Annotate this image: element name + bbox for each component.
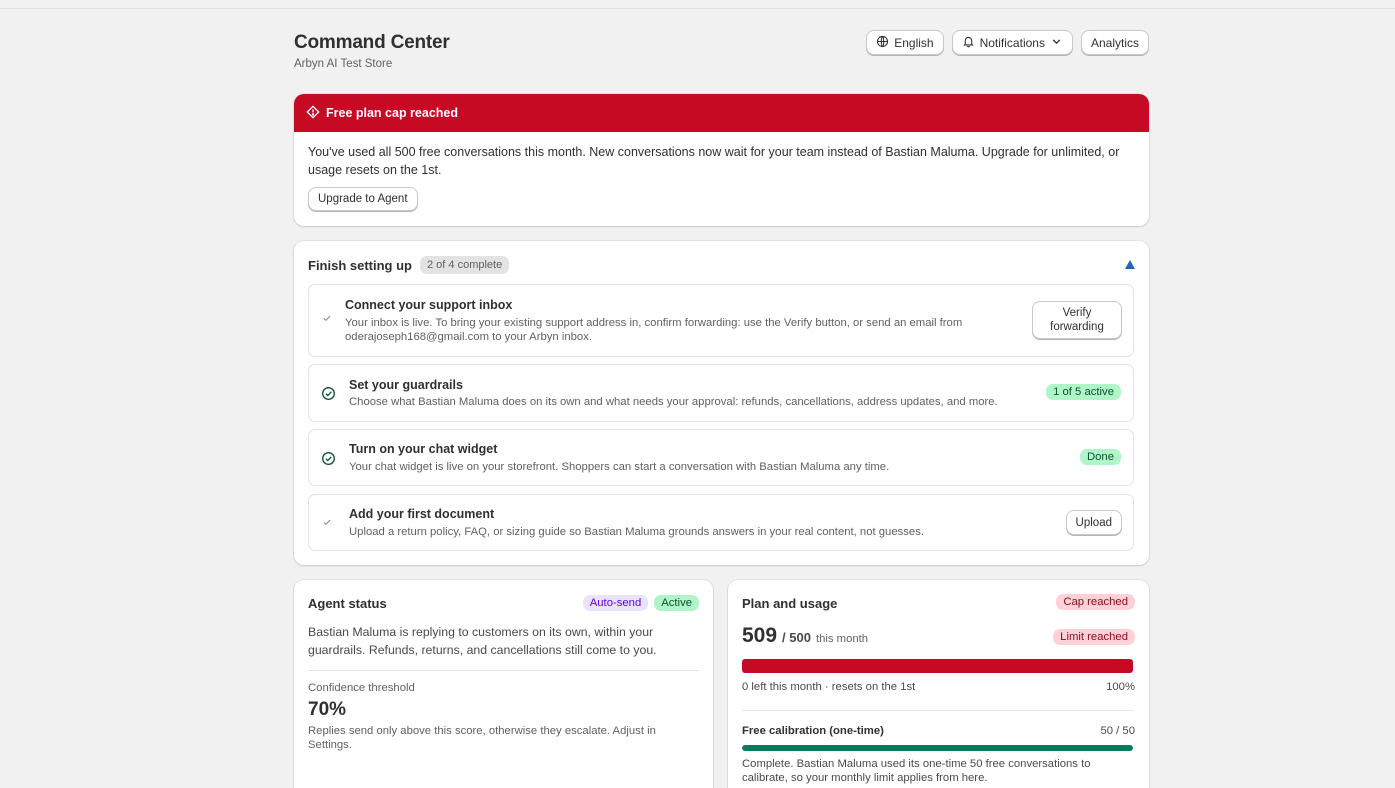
globe-icon <box>876 35 889 51</box>
check-circle-icon <box>321 451 336 469</box>
plan-divider <box>742 710 1133 711</box>
alert-body: You've used all 500 free conversations t… <box>294 132 1149 222</box>
task-guardrails: Set your guardrails Choose what Bastian … <box>308 364 1134 422</box>
plan-title: Plan and usage <box>742 596 838 611</box>
calibration-bar-fill <box>742 745 1133 751</box>
check-icon <box>321 312 333 327</box>
agent-status-card: Agent status Auto-send Active Bastian Ma… <box>294 580 713 788</box>
threshold-label: Confidence threshold <box>308 682 415 694</box>
plan-usage-card: Plan and usage Cap reached 509 / 500 thi… <box>728 580 1149 788</box>
usage-used: 509 <box>742 624 778 647</box>
upload-button[interactable]: Upload <box>1065 510 1122 535</box>
calibration-count: 50 / 50 <box>1100 725 1135 737</box>
task-title: Set your guardrails <box>349 378 463 392</box>
usage-summary: 509 / 500 this month <box>742 624 868 648</box>
agent-divider <box>308 670 699 671</box>
task-first-document: Add your first document Upload a return … <box>308 494 1134 551</box>
usage-bar <box>742 659 1133 673</box>
notifications-label: Notifications <box>979 35 1045 50</box>
language-button[interactable]: English <box>866 30 944 55</box>
usage-limit: / 500 <box>782 630 811 645</box>
task-chat-widget: Turn on your chat widget Your chat widge… <box>308 429 1134 486</box>
alert-title: Free plan cap reached <box>326 106 459 120</box>
cap-alert-banner: Free plan cap reached You've used all 50… <box>294 94 1149 226</box>
check-circle-icon <box>321 386 336 404</box>
task-description: Your inbox is live. To bring your existi… <box>345 317 963 343</box>
alert-header: Free plan cap reached <box>294 94 1149 132</box>
calibration-bar <box>742 745 1133 751</box>
page-header: Command Center Arbyn AI Test Store Engli… <box>294 30 1149 74</box>
bell-icon <box>962 35 975 51</box>
alert-diamond-icon <box>306 104 320 122</box>
agent-status-title: Agent status <box>308 596 387 611</box>
agent-status-description: Bastian Maluma is replying to customers … <box>308 625 657 657</box>
setup-header: Finish setting up 2 of 4 complete <box>308 256 510 274</box>
setup-progress-badge: 2 of 4 complete <box>420 256 510 274</box>
upgrade-button[interactable]: Upgrade to Agent <box>308 187 418 211</box>
task-title: Add your first document <box>349 507 495 521</box>
task-description: Upload a return policy, FAQ, or sizing g… <box>349 526 924 538</box>
chat-widget-done-badge: Done <box>1079 449 1121 465</box>
usage-bar-fill <box>742 659 1133 673</box>
analytics-button[interactable]: Analytics <box>1080 30 1149 55</box>
calibration-note: Complete. Bastian Maluma used its one-ti… <box>742 758 1091 784</box>
notifications-button[interactable]: Notifications <box>951 30 1073 55</box>
chevron-down-icon <box>1050 35 1063 51</box>
cap-reached-badge: Cap reached <box>1056 594 1135 610</box>
page-title: Command Center <box>294 32 450 53</box>
threshold-note: Replies send only above this score, othe… <box>308 725 656 751</box>
usage-period: this month <box>815 633 869 645</box>
task-title: Connect your support inbox <box>345 298 513 312</box>
collapse-caret-icon[interactable] <box>1125 260 1135 269</box>
guardrails-badge: 1 of 5 active <box>1046 384 1121 400</box>
store-name: Arbyn AI Test Store <box>294 58 393 70</box>
agent-status-badges: Auto-send Active <box>582 595 699 611</box>
limit-reached-badge: Limit reached <box>1053 629 1135 645</box>
task-description: Your chat widget is live on your storefr… <box>349 461 890 473</box>
usage-percent: 100% <box>1106 681 1135 693</box>
usage-remaining: 0 left this month · resets on the 1st <box>742 681 916 693</box>
alert-message: You've used all 500 free conversations t… <box>308 145 1120 177</box>
language-label: English <box>894 35 934 50</box>
active-badge: Active <box>654 595 699 611</box>
top-divider <box>0 8 1395 9</box>
header-actions: English Notifications Analytics <box>866 30 1149 55</box>
verify-forwarding-button[interactable]: Verify forwarding <box>1032 301 1122 339</box>
auto-send-badge: Auto-send <box>582 595 649 611</box>
check-icon <box>321 516 333 531</box>
task-title: Turn on your chat widget <box>349 442 498 456</box>
calibration-title: Free calibration (one-time) <box>742 725 884 737</box>
task-description: Choose what Bastian Maluma does on its o… <box>349 396 998 408</box>
threshold-value: 70% <box>308 699 347 720</box>
task-connect-inbox: Connect your support inbox Your inbox is… <box>308 284 1134 357</box>
setup-card: Finish setting up 2 of 4 complete Connec… <box>294 241 1149 565</box>
setup-title: Finish setting up <box>308 257 412 273</box>
